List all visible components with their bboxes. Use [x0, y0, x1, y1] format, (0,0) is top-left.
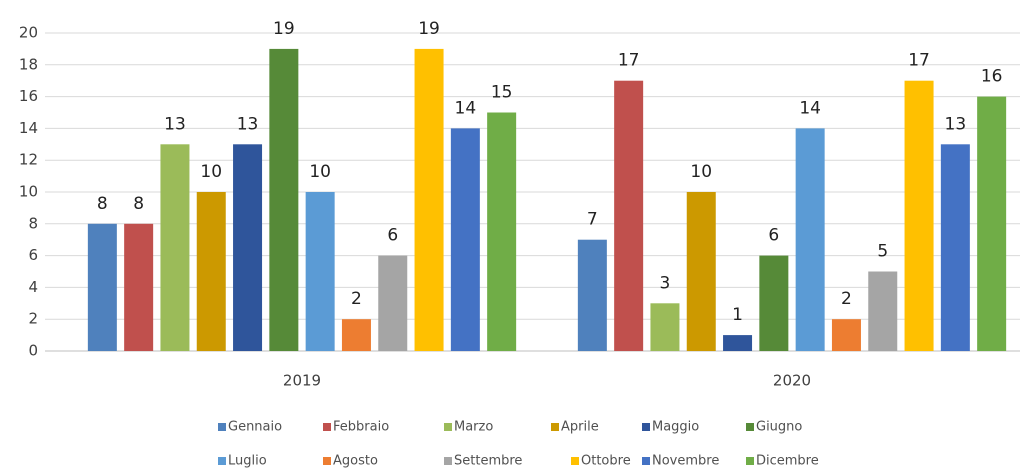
value-label: 16 [981, 67, 1003, 87]
value-label: 1 [732, 305, 743, 325]
bar [341, 319, 371, 351]
legend-label: Novembre [652, 454, 719, 469]
y-tick-label: 8 [28, 214, 38, 232]
y-tick-label: 0 [28, 342, 38, 360]
value-label: 17 [908, 51, 930, 71]
bar [686, 192, 716, 351]
x-tick-label: 2020 [773, 372, 811, 390]
legend-swatch [571, 457, 579, 465]
legend-label: Luglio [228, 454, 267, 469]
legend-label: Marzo [454, 420, 493, 435]
legend-label: Maggio [652, 420, 699, 435]
value-label: 6 [768, 226, 779, 246]
bar [723, 335, 753, 351]
y-tick-label: 16 [19, 87, 38, 105]
y-tick-label: 20 [19, 24, 38, 42]
y-tick-label: 6 [28, 246, 38, 264]
legend-swatch [746, 423, 754, 431]
bar [87, 223, 117, 351]
bar [614, 80, 644, 351]
legend-label: Ottobre [581, 454, 631, 469]
value-label: 14 [455, 98, 477, 118]
legend-swatch [218, 423, 226, 431]
bar [577, 239, 607, 351]
bar [305, 192, 335, 351]
legend-swatch [551, 423, 559, 431]
legend-swatch [218, 457, 226, 465]
y-tick-label: 18 [19, 55, 38, 73]
bar [160, 144, 190, 351]
value-label: 17 [618, 51, 640, 71]
legend-label: Settembre [454, 454, 522, 469]
value-label: 13 [945, 114, 967, 134]
y-tick-label: 12 [19, 151, 38, 169]
legend-swatch [323, 457, 331, 465]
value-label: 15 [491, 83, 513, 103]
y-tick-label: 4 [28, 278, 38, 296]
bar [831, 319, 861, 351]
bar [977, 96, 1007, 351]
value-label: 13 [237, 114, 259, 134]
value-label: 10 [690, 162, 712, 182]
value-label: 10 [309, 162, 331, 182]
y-tick-label: 2 [28, 310, 38, 328]
value-label: 14 [799, 98, 821, 118]
bar [196, 192, 226, 351]
value-label: 19 [418, 19, 440, 39]
y-tick-label: 14 [19, 119, 38, 137]
value-label: 6 [387, 226, 398, 246]
legend-swatch [444, 423, 452, 431]
bar [124, 223, 154, 351]
bar [940, 144, 970, 351]
value-label: 8 [97, 194, 108, 214]
legend-label: Agosto [333, 454, 378, 469]
value-label: 13 [164, 114, 186, 134]
legend-swatch [642, 423, 650, 431]
value-label: 19 [273, 19, 295, 39]
y-tick-label: 10 [19, 183, 38, 201]
bar [487, 112, 517, 351]
value-label: 7 [587, 210, 598, 230]
bar [904, 80, 934, 351]
legend-label: Gennaio [228, 420, 282, 435]
bar [414, 48, 444, 352]
bar [795, 128, 825, 351]
value-label: 3 [660, 273, 671, 293]
legend-swatch [642, 457, 650, 465]
legend-swatch [323, 423, 331, 431]
legend-label: Aprile [561, 420, 599, 435]
value-label: 10 [200, 162, 222, 182]
value-label: 2 [351, 289, 362, 309]
x-tick-label: 2019 [283, 372, 321, 390]
legend-swatch [444, 457, 452, 465]
legend-label: Febbraio [333, 420, 389, 435]
bar [650, 303, 680, 351]
bar [450, 128, 480, 351]
bar [269, 48, 299, 352]
bar [759, 255, 789, 351]
bar [233, 144, 263, 351]
value-label: 2 [841, 289, 852, 309]
bar [868, 271, 898, 351]
legend-swatch [746, 457, 754, 465]
legend-label: Giugno [756, 420, 802, 435]
bar [378, 255, 408, 351]
value-label: 5 [877, 242, 888, 262]
legend-label: Dicembre [756, 454, 819, 469]
value-label: 8 [133, 194, 144, 214]
